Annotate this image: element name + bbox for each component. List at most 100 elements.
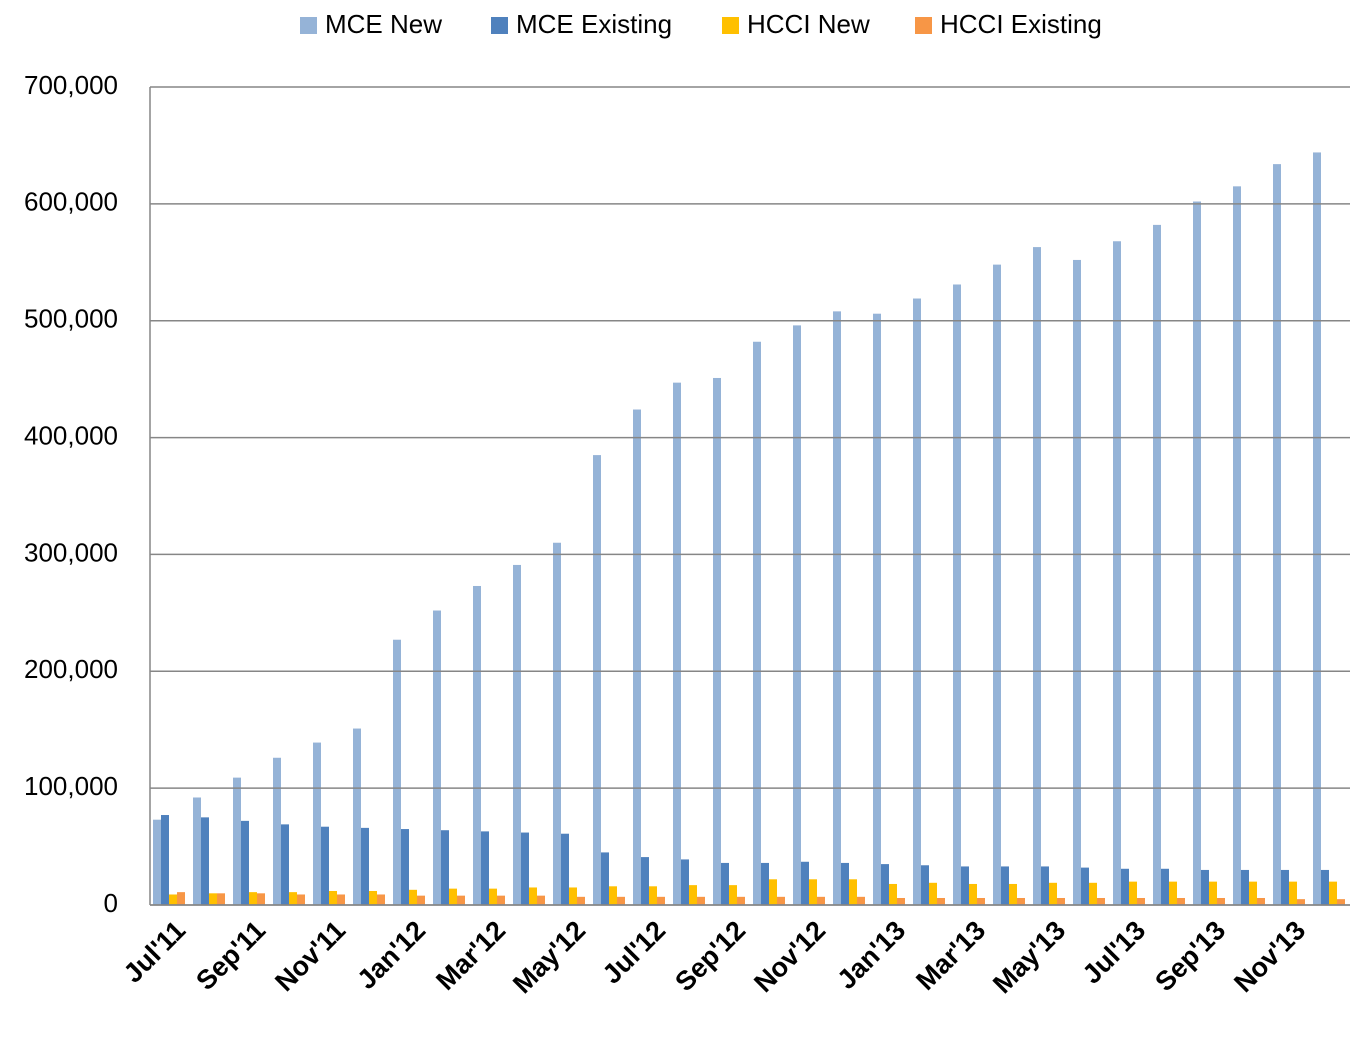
bar xyxy=(881,864,889,905)
bar xyxy=(977,897,985,905)
bar xyxy=(1121,868,1129,905)
bar xyxy=(177,892,185,905)
bar xyxy=(737,896,745,905)
bar xyxy=(633,409,641,905)
bar xyxy=(913,298,921,905)
legend-label: MCE New xyxy=(325,9,442,39)
bar xyxy=(169,894,177,905)
bar xyxy=(529,887,537,905)
x-tick-label: Sep'12 xyxy=(669,915,751,997)
y-tick-label: 200,000 xyxy=(24,654,118,684)
y-tick-label: 400,000 xyxy=(24,420,118,450)
bar xyxy=(1097,897,1105,905)
bar xyxy=(1209,881,1217,905)
bar xyxy=(161,815,169,905)
bar xyxy=(649,886,657,905)
bar xyxy=(481,831,489,905)
x-tick-label: May'13 xyxy=(987,915,1071,999)
x-tick-label: Mar'13 xyxy=(910,915,991,996)
bar xyxy=(1169,881,1177,905)
x-tick-label: Nov'12 xyxy=(748,915,831,998)
y-tick-label: 300,000 xyxy=(24,537,118,567)
bar xyxy=(1153,224,1161,906)
bar xyxy=(1009,883,1017,905)
bar xyxy=(249,892,257,905)
bar xyxy=(1177,897,1185,905)
bar xyxy=(857,896,865,905)
bar xyxy=(401,829,409,905)
bar xyxy=(1161,868,1169,905)
bar xyxy=(257,893,265,905)
bar xyxy=(1329,881,1337,905)
bar xyxy=(457,895,465,905)
bar xyxy=(873,313,881,905)
bar xyxy=(753,341,761,906)
bar xyxy=(793,325,801,906)
bar xyxy=(1081,867,1089,905)
bar xyxy=(1137,897,1145,905)
x-tick-label: Jul'11 xyxy=(118,915,192,989)
bar xyxy=(937,897,945,905)
x-tick-label: Jan'13 xyxy=(831,915,911,995)
bar xyxy=(1313,152,1321,905)
plot-area xyxy=(153,152,1345,906)
legend-swatch xyxy=(300,17,317,34)
bar xyxy=(969,883,977,905)
bar xyxy=(569,887,577,905)
bar xyxy=(697,896,705,905)
bar xyxy=(1217,897,1225,905)
bar xyxy=(849,879,857,905)
bar xyxy=(553,542,561,905)
bar xyxy=(1057,897,1065,905)
bar xyxy=(241,820,249,905)
bar xyxy=(1321,869,1329,905)
legend-label: MCE Existing xyxy=(516,9,672,39)
bar xyxy=(657,896,665,905)
bar xyxy=(641,857,649,905)
y-tick-label: 0 xyxy=(104,888,118,918)
bar xyxy=(1241,869,1249,905)
bar xyxy=(209,893,217,905)
bar xyxy=(593,455,601,905)
x-tick-label: Nov'11 xyxy=(269,915,351,997)
x-tick-label: Sep'13 xyxy=(1149,915,1231,997)
y-tick-label: 700,000 xyxy=(24,70,118,100)
bar xyxy=(337,894,345,905)
bar xyxy=(617,896,625,905)
bar xyxy=(689,885,697,905)
bar xyxy=(1017,897,1025,905)
bar xyxy=(681,859,689,905)
legend-swatch xyxy=(722,17,739,34)
bar xyxy=(441,830,449,905)
bar xyxy=(1113,241,1121,905)
bar xyxy=(369,890,377,905)
bar xyxy=(1281,869,1289,905)
bar xyxy=(217,893,225,905)
x-tick-label: May'12 xyxy=(507,915,591,999)
bar xyxy=(769,879,777,905)
bar xyxy=(961,866,969,905)
bar xyxy=(497,895,505,905)
bar xyxy=(1337,899,1345,905)
x-tick-label: Jan'12 xyxy=(351,915,431,995)
bar xyxy=(297,894,305,905)
bar xyxy=(1089,882,1097,905)
bar xyxy=(233,777,241,905)
bar xyxy=(1049,882,1057,905)
bar xyxy=(673,382,681,905)
bar xyxy=(1041,866,1049,905)
bar xyxy=(537,895,545,905)
bar xyxy=(721,862,729,905)
bar xyxy=(577,896,585,905)
bar xyxy=(833,311,841,905)
bar xyxy=(897,897,905,905)
bar xyxy=(489,888,497,905)
bar xyxy=(353,728,361,905)
bar xyxy=(1273,164,1281,905)
legend-swatch xyxy=(915,17,932,34)
bar xyxy=(273,757,281,905)
bar xyxy=(809,879,817,905)
x-tick-label: Mar'12 xyxy=(430,915,511,996)
bar xyxy=(1257,897,1265,905)
